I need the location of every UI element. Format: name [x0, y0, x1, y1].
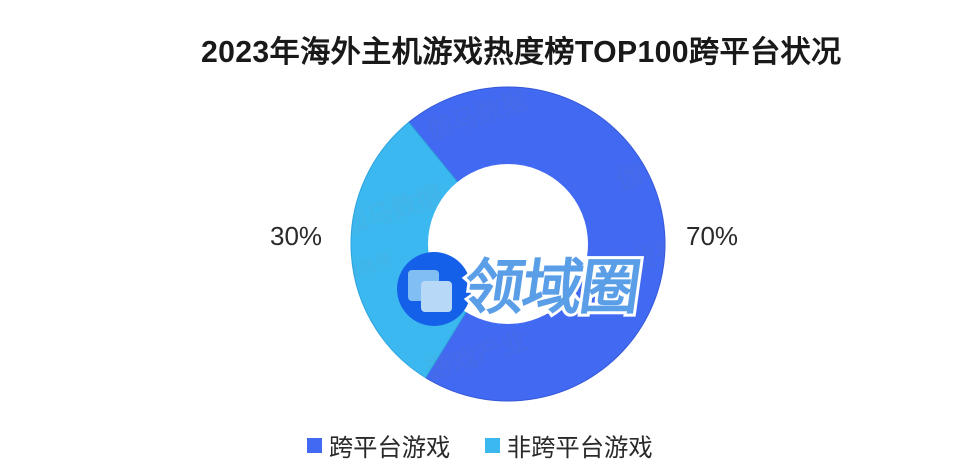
- svg-text:领域圈: 领域圈: [460, 253, 643, 321]
